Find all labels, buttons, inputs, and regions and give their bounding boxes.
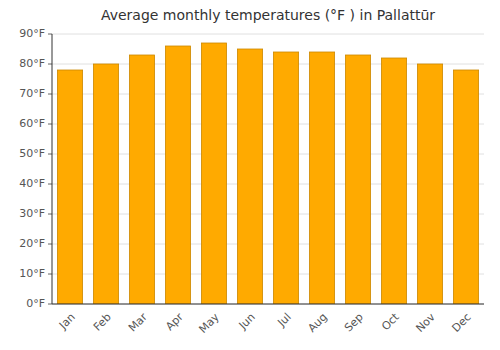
y-tick — [48, 34, 52, 35]
grid-line — [52, 304, 484, 305]
y-tick — [48, 184, 52, 185]
chart-container: 0°F 10°F 20°F 30°F 40°F 50°F 60°F 70°F 80°F 90°F J… — [0, 0, 500, 350]
x-tick-label: Nov — [413, 310, 438, 335]
bar — [93, 64, 118, 304]
y-tick-label: 50°F — [19, 147, 45, 160]
y-tick-label: 90°F — [19, 27, 45, 40]
y-tick — [48, 304, 52, 305]
bar — [453, 70, 478, 304]
y-tick — [48, 214, 52, 215]
y-axis-line — [52, 34, 53, 304]
y-tick-label: 70°F — [19, 87, 45, 100]
bar — [237, 49, 262, 304]
bar — [165, 46, 190, 304]
bar — [129, 55, 154, 304]
x-tick-label: Jun — [236, 311, 258, 333]
x-tick-label: Jan — [56, 311, 78, 333]
x-tick-label: Dec — [450, 311, 474, 335]
x-axis-line — [52, 304, 484, 305]
y-tick-label: 20°F — [19, 237, 45, 250]
y-tick — [48, 94, 52, 95]
y-tick-label: 0°F — [26, 297, 45, 310]
y-tick — [48, 154, 52, 155]
x-tick-label: Aug — [305, 311, 329, 335]
x-tick-label: Sep — [342, 311, 366, 335]
x-tick-label: Mar — [126, 310, 150, 334]
x-tick-label: Apr — [163, 310, 186, 333]
x-tick-label: May — [196, 310, 222, 336]
y-tick — [48, 124, 52, 125]
x-tick-label: Jul — [274, 311, 293, 330]
title: Average monthly temperatures (°F ) in Pa… — [101, 7, 435, 23]
x-tick-label: Feb — [91, 311, 114, 334]
bars — [57, 43, 478, 304]
y-tick-label: 40°F — [19, 177, 45, 190]
y-tick-label: 80°F — [19, 57, 45, 70]
y-tick-label: 30°F — [19, 207, 45, 220]
chart: 0°F 10°F 20°F 30°F 40°F 50°F 60°F 70°F 80°F 90°F J… — [0, 0, 500, 350]
y-tick — [48, 64, 52, 65]
x-tick-label: Oct — [379, 310, 402, 333]
y-tick — [48, 244, 52, 245]
bar — [381, 58, 406, 304]
y-tick-label: 10°F — [19, 267, 45, 280]
bar — [417, 64, 442, 304]
y-axis: 0°F 10°F 20°F 30°F 40°F 50°F 60°F 70°F 80°F 90°F — [19, 27, 52, 310]
grid — [52, 34, 484, 304]
y-tick-label: 60°F — [19, 117, 45, 130]
grid-line — [52, 34, 484, 35]
bar — [309, 52, 334, 304]
y-tick — [48, 274, 52, 275]
bar — [345, 55, 370, 304]
bar — [273, 52, 298, 304]
bar — [57, 70, 82, 304]
bar — [201, 43, 226, 304]
x-axis: Jan Feb Mar Apr May Jun Jul Aug Sep Oct Nov Dec — [56, 310, 474, 336]
